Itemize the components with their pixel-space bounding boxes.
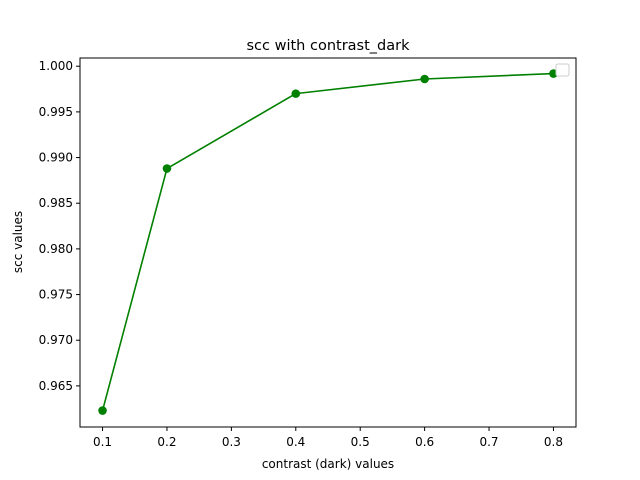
y-tick-label: 0.970 xyxy=(39,333,73,347)
x-tick-label: 0.7 xyxy=(479,435,498,449)
y-axis-ticks: 0.965 0.970 0.975 0.980 0.985 0.990 0.995 1.000 xyxy=(39,59,80,393)
data-point xyxy=(98,406,107,415)
y-tick-label: 0.985 xyxy=(39,196,73,210)
y-tick-label: 1.000 xyxy=(39,59,73,73)
chart-title: scc with contrast_dark xyxy=(247,38,411,54)
legend-box xyxy=(555,63,570,77)
y-tick-label: 0.995 xyxy=(39,105,73,119)
x-tick-label: 0.5 xyxy=(351,435,370,449)
series-layer xyxy=(98,69,558,415)
plot-area-frame xyxy=(79,57,577,428)
data-point xyxy=(162,164,172,173)
y-tick-label: 0.980 xyxy=(39,242,73,256)
y-tick-label: 0.990 xyxy=(39,151,73,165)
x-tick-label: 0.3 xyxy=(222,435,241,449)
y-tick-label: 0.975 xyxy=(39,288,73,302)
data-point xyxy=(291,89,301,98)
x-tick-label: 0.8 xyxy=(544,435,563,449)
y-tick-label: 0.965 xyxy=(39,379,73,393)
data-point xyxy=(420,74,429,84)
x-axis-ticks: 0.1 0.2 0.3 0.4 0.5 0.6 0.7 0.8 xyxy=(93,427,563,449)
x-axis-label: contrast (dark) values xyxy=(262,457,394,471)
x-tick-label: 0.1 xyxy=(93,435,112,449)
x-tick-label: 0.6 xyxy=(415,435,434,449)
x-tick-label: 0.2 xyxy=(157,435,176,449)
x-tick-label: 0.4 xyxy=(286,435,305,449)
y-axis-label: scc values xyxy=(11,211,25,273)
